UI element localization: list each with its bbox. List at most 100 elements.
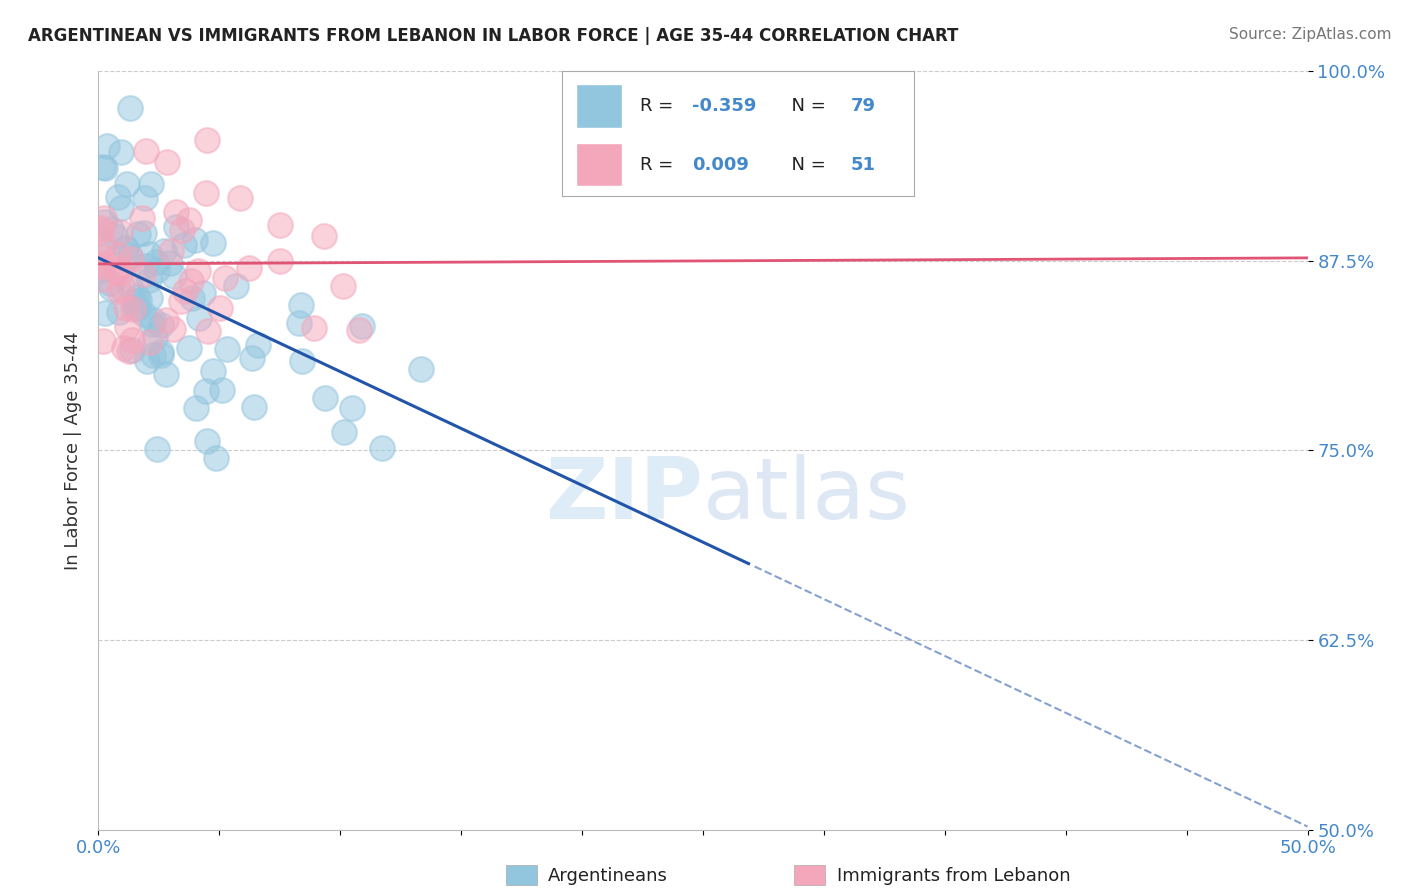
- Point: [93, 237, 115, 252]
- Point: [120, 249, 142, 263]
- Point: [145, 254, 167, 268]
- Point: [180, 274, 202, 288]
- Point: [114, 242, 136, 256]
- Point: [115, 320, 138, 334]
- Point: [108, 226, 131, 240]
- Point: [269, 253, 291, 268]
- Point: [159, 244, 181, 258]
- Point: [121, 333, 143, 347]
- Point: [118, 343, 141, 358]
- Point: [243, 401, 266, 415]
- Text: 0.009: 0.009: [692, 156, 749, 174]
- Point: [150, 345, 173, 359]
- Point: [135, 145, 157, 159]
- Point: [112, 341, 135, 355]
- Text: ARGENTINEAN VS IMMIGRANTS FROM LEBANON IN LABOR FORCE | AGE 35-44 CORRELATION CH: ARGENTINEAN VS IMMIGRANTS FROM LEBANON I…: [28, 27, 959, 45]
- Text: N =: N =: [780, 97, 832, 115]
- Point: [177, 213, 200, 227]
- Text: R =: R =: [640, 156, 679, 174]
- Point: [247, 338, 270, 352]
- Point: [411, 361, 433, 376]
- Point: [170, 294, 193, 309]
- Point: [110, 202, 132, 216]
- Point: [96, 139, 118, 153]
- Point: [228, 191, 250, 205]
- Point: [108, 266, 131, 280]
- Bar: [576, 84, 621, 128]
- Text: N =: N =: [780, 156, 832, 174]
- Text: -0.359: -0.359: [692, 97, 756, 115]
- Point: [163, 268, 186, 283]
- Point: [314, 391, 336, 405]
- Point: [314, 229, 336, 244]
- Point: [205, 451, 228, 466]
- Text: Argentineans: Argentineans: [548, 867, 668, 885]
- Text: 51: 51: [851, 156, 876, 174]
- Point: [214, 271, 236, 285]
- Point: [132, 226, 155, 240]
- Point: [107, 260, 129, 275]
- Point: [139, 177, 162, 191]
- Point: [225, 279, 247, 293]
- Point: [177, 341, 200, 355]
- Point: [195, 434, 218, 448]
- Point: [215, 342, 238, 356]
- Point: [159, 255, 181, 269]
- Text: 79: 79: [851, 97, 876, 115]
- Point: [290, 298, 312, 312]
- Point: [138, 247, 160, 261]
- Point: [242, 351, 264, 366]
- Point: [107, 248, 129, 262]
- Point: [150, 347, 173, 361]
- Point: [100, 222, 122, 236]
- Point: [118, 279, 141, 293]
- Point: [90, 221, 112, 235]
- Point: [100, 281, 122, 295]
- Point: [120, 252, 142, 267]
- Point: [131, 211, 153, 225]
- Point: [90, 263, 112, 277]
- Point: [304, 320, 326, 334]
- Point: [165, 205, 187, 219]
- Point: [172, 223, 194, 237]
- Point: [202, 235, 225, 250]
- Point: [90, 272, 112, 286]
- Y-axis label: In Labor Force | Age 35-44: In Labor Force | Age 35-44: [63, 331, 82, 570]
- Point: [142, 348, 165, 362]
- Point: [94, 306, 117, 320]
- Point: [93, 211, 115, 226]
- Point: [90, 260, 112, 274]
- Point: [191, 285, 214, 300]
- Point: [94, 161, 117, 175]
- Point: [208, 301, 231, 315]
- Point: [211, 383, 233, 397]
- Point: [134, 260, 156, 274]
- Point: [108, 284, 131, 298]
- Point: [194, 186, 217, 200]
- Point: [155, 155, 177, 169]
- Point: [184, 401, 207, 416]
- Point: [98, 276, 121, 290]
- Point: [134, 191, 156, 205]
- Point: [165, 219, 187, 234]
- Point: [90, 240, 112, 254]
- Point: [107, 190, 129, 204]
- Point: [340, 401, 363, 415]
- Point: [143, 330, 166, 344]
- Point: [188, 311, 211, 326]
- Point: [104, 229, 127, 244]
- Point: [114, 241, 136, 255]
- Point: [91, 160, 114, 174]
- Point: [90, 224, 112, 238]
- Point: [111, 281, 134, 295]
- Point: [288, 316, 311, 330]
- Point: [350, 318, 373, 333]
- Point: [181, 291, 204, 305]
- Point: [136, 354, 159, 368]
- Point: [118, 101, 141, 115]
- Point: [150, 318, 173, 332]
- Point: [194, 384, 217, 399]
- Point: [146, 442, 169, 456]
- Point: [162, 321, 184, 335]
- Point: [115, 301, 138, 315]
